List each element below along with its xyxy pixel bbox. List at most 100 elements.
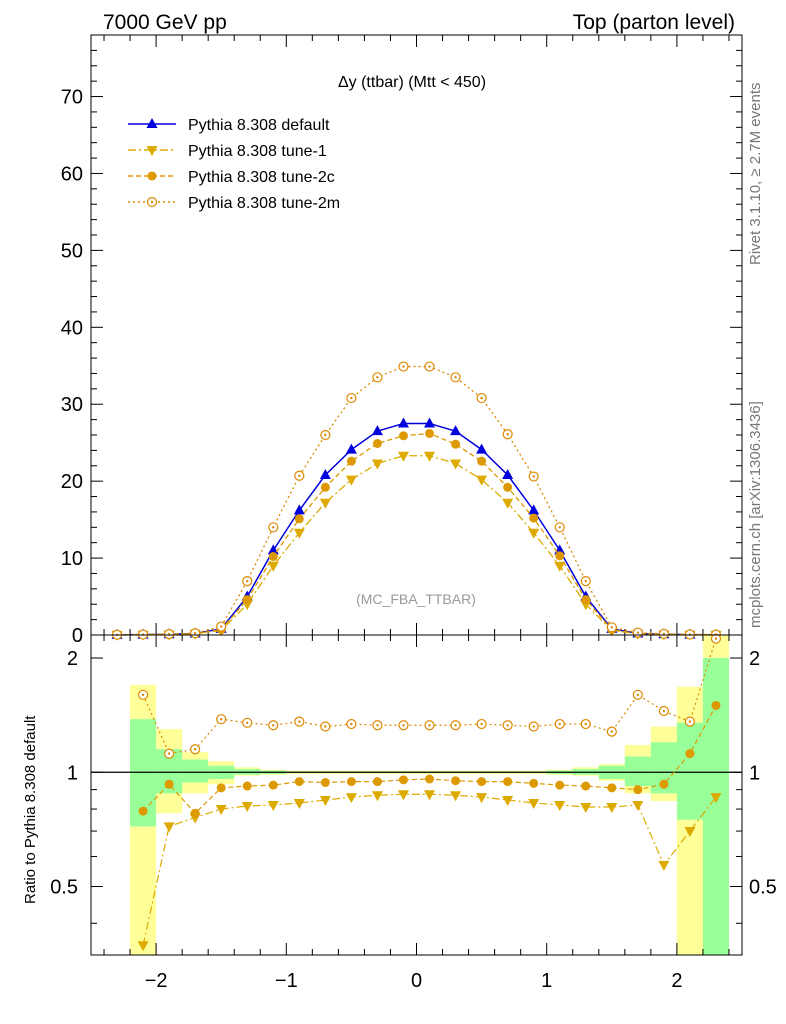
- data-point-dot: [272, 526, 275, 529]
- data-point: [293, 504, 305, 515]
- data-point-dot: [480, 396, 483, 400]
- ratio-point: [320, 777, 330, 787]
- ratio-ylabel: Ratio to Pythia 8.308 default: [22, 715, 39, 904]
- data-point: [450, 425, 462, 436]
- ratio-frame: [90, 634, 743, 956]
- ratio-point-dot: [454, 724, 457, 727]
- data-point: [398, 431, 408, 441]
- legend-marker: [146, 118, 158, 128]
- ratio-line: [142, 793, 717, 946]
- data-point-dot: [376, 376, 379, 379]
- ratio-point: [450, 791, 462, 802]
- data-point-dot: [610, 626, 613, 629]
- data-point: [397, 417, 409, 428]
- ratio-series: [137, 633, 722, 952]
- ratio-y-tick-label: 1: [67, 762, 78, 784]
- y-tick-label: 20: [61, 471, 83, 493]
- ratio-point-dot: [558, 722, 561, 726]
- legend-marker-dot: [150, 200, 154, 204]
- ratio-point-dot: [298, 720, 301, 723]
- ratio-point-dot: [246, 721, 249, 725]
- ratio-point: [215, 805, 227, 816]
- ratio-point: [503, 777, 513, 787]
- data-point: [502, 498, 514, 509]
- data-point-dot: [584, 579, 587, 583]
- data-point-dot: [324, 433, 327, 437]
- ratio-point: [554, 800, 566, 811]
- ratio-point: [555, 780, 565, 790]
- ratio-point: [398, 775, 408, 785]
- y-tick-label: 10: [61, 548, 83, 570]
- ratio-point: [659, 779, 669, 789]
- ratio-point: [138, 806, 148, 816]
- ratio-point: [685, 749, 695, 759]
- data-point: [581, 595, 591, 605]
- ratio-point: [294, 777, 304, 787]
- data-point: [267, 561, 279, 572]
- ratio-point: [241, 801, 253, 812]
- uncertainty-band-green: [676, 722, 703, 820]
- ratio-point: [267, 800, 279, 811]
- ratio-point-dot: [376, 724, 379, 727]
- header-right-label: Top (parton level): [573, 11, 735, 34]
- x-tick-label: 1: [541, 970, 552, 992]
- ratio-point: [529, 778, 539, 788]
- ratio-point: [268, 780, 278, 790]
- main-title: Δy (ttbar) (Mtt < 450): [338, 74, 486, 91]
- y-tick-label: 60: [61, 163, 83, 185]
- ratio-point: [451, 776, 461, 786]
- ratio-point-dot: [532, 725, 535, 728]
- ratio-point: [242, 781, 252, 791]
- data-point: [502, 469, 514, 479]
- data-point: [476, 443, 488, 454]
- data-point-dot: [454, 376, 457, 379]
- data-point-dot: [428, 365, 431, 368]
- data-point: [424, 451, 436, 462]
- ratio-point: [425, 774, 435, 784]
- ratio-point: [528, 798, 540, 809]
- ratio-point-dot: [714, 637, 718, 640]
- data-point-dot: [636, 631, 640, 634]
- ratio-y-tick-label: 2: [67, 648, 78, 670]
- ratio-point-dot: [428, 724, 431, 727]
- ratio-point-dot: [688, 720, 692, 723]
- legend-marker: [147, 171, 157, 181]
- data-point-dot: [220, 625, 223, 628]
- data-point: [319, 498, 331, 509]
- data-point: [476, 475, 488, 486]
- data-point-dot: [350, 396, 353, 400]
- data-point-dot: [298, 474, 301, 477]
- ratio-y-tick-label-right: 2: [749, 648, 760, 670]
- data-point: [293, 528, 305, 539]
- ratio-point: [581, 781, 591, 791]
- ratio-point-dot: [506, 724, 509, 727]
- ratio-y-tick-label-right: 1: [749, 762, 760, 784]
- legend: Pythia 8.308 default Pythia 8.308 tune-1 P…: [128, 117, 340, 212]
- main-panel: 0 10 20 30 40 50 60 70 Δy (ttbar) (Mtt < 450) (…: [61, 34, 743, 647]
- ratio-point: [632, 800, 644, 811]
- ratio-y-tick-label: 0.5: [50, 877, 78, 899]
- data-point: [267, 544, 279, 555]
- data-point: [345, 475, 357, 486]
- series-line: [117, 455, 716, 636]
- analysis-label: (MC_FBA_TTBAR): [356, 591, 476, 607]
- ratio-point-dot: [220, 717, 223, 721]
- ratio-point: [372, 777, 382, 787]
- ratio-point: [658, 860, 670, 871]
- data-point: [424, 417, 436, 428]
- data-point-dot: [506, 433, 509, 436]
- y-tick-label: 0: [72, 625, 83, 647]
- data-point-dot: [662, 632, 666, 636]
- y-tick-label: 70: [61, 87, 83, 109]
- data-point: [555, 551, 565, 561]
- ratio-point: [424, 790, 436, 801]
- data-point: [528, 528, 540, 539]
- header-left-label: 7000 GeV pp: [103, 11, 227, 34]
- data-point: [346, 456, 356, 466]
- ratio-point: [190, 808, 200, 818]
- data-point-dot: [193, 632, 197, 635]
- ratio-y-tick-label-right: 0.5: [749, 877, 777, 899]
- ratio-point: [502, 796, 514, 807]
- data-point: [320, 482, 330, 492]
